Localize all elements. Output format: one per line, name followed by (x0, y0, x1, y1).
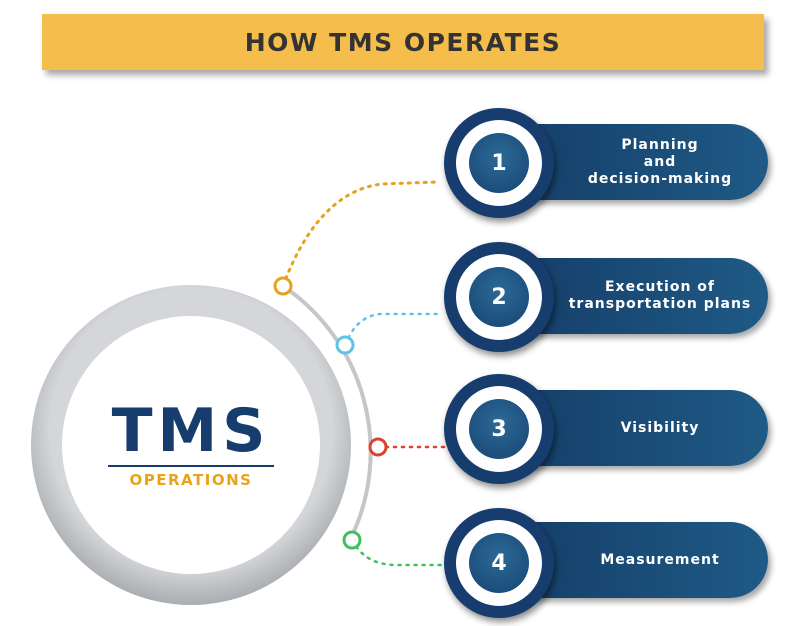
tms-center-circle: TMS OPERATIONS (62, 316, 320, 574)
step-badge-2: 2 (444, 242, 554, 352)
node-circle-3 (368, 437, 388, 457)
connector-line-1 (281, 180, 438, 288)
step-label-4: Measurement (600, 551, 720, 568)
node-circle-2 (335, 335, 355, 355)
step-number-2: 2 (469, 267, 529, 327)
connector-line-2 (343, 312, 442, 347)
connector-line-4 (350, 538, 446, 567)
step-label-3: Visibility (620, 419, 700, 436)
header-banner: HOW TMS OPERATES (42, 14, 764, 70)
connector-arc (281, 284, 373, 542)
node-circle-4 (342, 530, 362, 550)
step-number-1: 1 (469, 133, 529, 193)
node-circle-1 (273, 276, 293, 296)
tms-subtitle: OPERATIONS (129, 471, 253, 489)
tms-title: TMS (107, 401, 275, 467)
step-badge-3: 3 (444, 374, 554, 484)
step-number-3: 3 (469, 399, 529, 459)
step-badge-4: 4 (444, 508, 554, 618)
step-number-4: 4 (469, 533, 529, 593)
step-label-2: Execution of transportation plans (568, 279, 752, 312)
step-badge-1: 1 (444, 108, 554, 218)
page-title: HOW TMS OPERATES (244, 27, 562, 57)
step-label-1: Planning and decision-making (587, 136, 733, 187)
